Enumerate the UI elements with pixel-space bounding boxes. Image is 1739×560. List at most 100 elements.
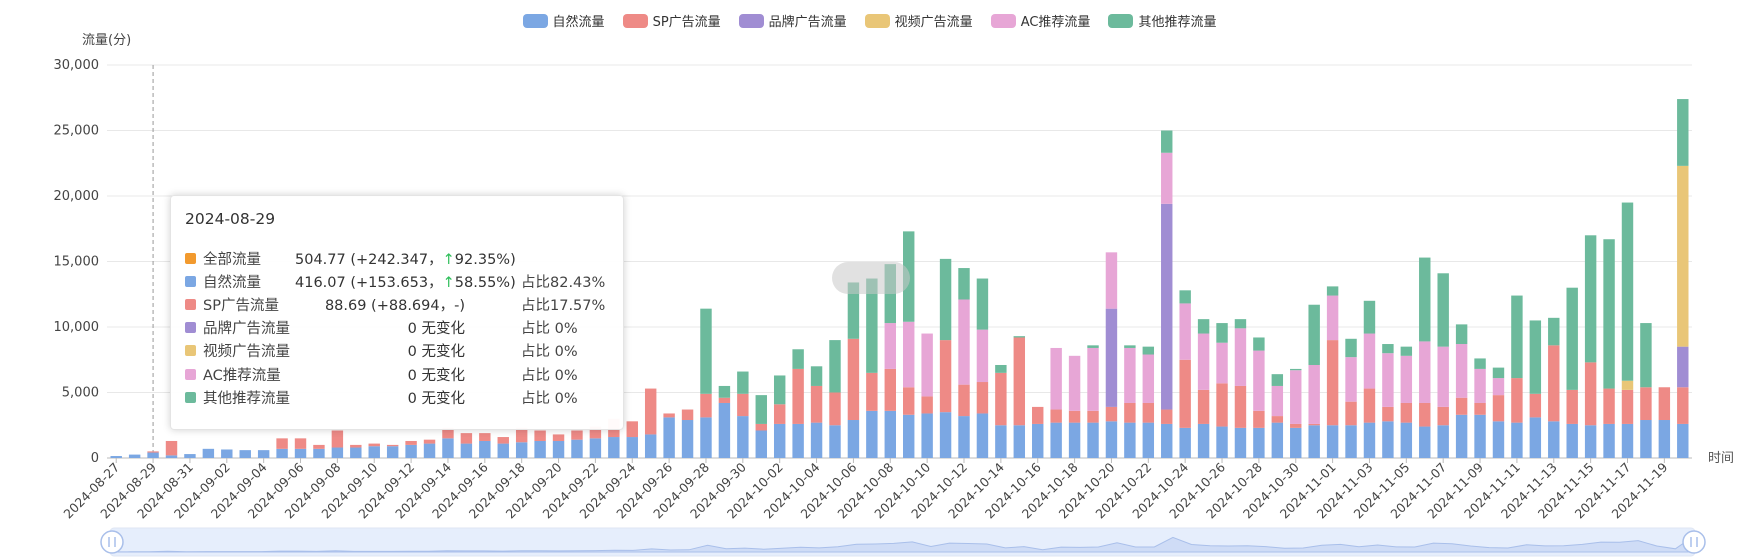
bar-segment[interactable] [590, 438, 601, 458]
bar-segment[interactable] [1143, 355, 1154, 403]
bar-segment[interactable] [498, 437, 509, 444]
bar-segment[interactable] [1014, 337, 1025, 425]
bar-segment[interactable] [1253, 337, 1264, 350]
bar-segment[interactable] [147, 451, 158, 452]
bar-segment[interactable] [1179, 290, 1190, 303]
bar-segment[interactable] [1622, 390, 1633, 424]
bar-segment[interactable] [1622, 381, 1633, 390]
bar-segment[interactable] [1216, 343, 1227, 384]
bar-segment[interactable] [1456, 415, 1467, 458]
bar-segment[interactable] [295, 438, 306, 448]
bar-segment[interactable] [1437, 425, 1448, 458]
bar-segment[interactable] [1143, 403, 1154, 423]
bar-segment[interactable] [1530, 394, 1541, 418]
bar-segment[interactable] [921, 413, 932, 458]
bar-segment[interactable] [737, 394, 748, 416]
bar-segment[interactable] [405, 441, 416, 445]
bar-segment[interactable] [166, 455, 177, 458]
bar-segment[interactable] [1290, 424, 1301, 428]
bar-segment[interactable] [1548, 318, 1559, 346]
bar-segment[interactable] [1493, 395, 1504, 421]
bar-segment[interactable] [792, 369, 803, 424]
bar-segment[interactable] [1456, 398, 1467, 415]
bar-segment[interactable] [774, 424, 785, 458]
bar-segment[interactable] [1511, 296, 1522, 379]
bar-segment[interactable] [1179, 360, 1190, 428]
bar-segment[interactable] [921, 396, 932, 413]
bar-segment[interactable] [1327, 340, 1338, 425]
bar-segment[interactable] [866, 373, 877, 411]
bar-segment[interactable] [1566, 390, 1577, 424]
bar-segment[interactable] [1327, 425, 1338, 458]
legend-item[interactable]: 视频广告流量 [865, 11, 973, 30]
bar-segment[interactable] [1659, 420, 1670, 458]
bar-segment[interactable] [1364, 334, 1375, 389]
bar-segment[interactable] [1032, 424, 1043, 458]
bar-segment[interactable] [498, 444, 509, 458]
bar-segment[interactable] [1493, 421, 1504, 458]
bar-segment[interactable] [1474, 369, 1485, 403]
legend-item[interactable]: SP广告流量 [623, 11, 721, 30]
bar-segment[interactable] [147, 453, 158, 458]
bar-segment[interactable] [111, 456, 122, 458]
bar-segment[interactable] [1677, 99, 1688, 166]
bar-segment[interactable] [479, 433, 490, 441]
bar-segment[interactable] [1106, 309, 1117, 407]
bar-segment[interactable] [387, 445, 398, 446]
bar-segment[interactable] [1124, 423, 1135, 458]
bar-segment[interactable] [1364, 423, 1375, 458]
bar-segment[interactable] [958, 268, 969, 299]
bar-segment[interactable] [332, 430, 343, 447]
bar-segment[interactable] [1087, 345, 1098, 348]
bar-segment[interactable] [1198, 334, 1209, 390]
bar-segment[interactable] [1530, 417, 1541, 458]
bar-segment[interactable] [903, 415, 914, 458]
bar-segment[interactable] [1511, 423, 1522, 458]
bar-segment[interactable] [1345, 339, 1356, 357]
bar-segment[interactable] [1179, 303, 1190, 359]
bar-segment[interactable] [627, 437, 638, 458]
bar-segment[interactable] [1585, 425, 1596, 458]
bar-segment[interactable] [1290, 369, 1301, 370]
bar-segment[interactable] [977, 413, 988, 458]
bar-segment[interactable] [1401, 347, 1412, 356]
bar-segment[interactable] [332, 448, 343, 458]
bar-segment[interactable] [405, 445, 416, 458]
bar-segment[interactable] [700, 309, 711, 394]
bar-segment[interactable] [829, 425, 840, 458]
bar-segment[interactable] [719, 403, 730, 458]
bar-segment[interactable] [774, 375, 785, 404]
bar-segment[interactable] [1235, 319, 1246, 328]
zoom-handle-left[interactable] [101, 531, 123, 553]
bar-segment[interactable] [1290, 428, 1301, 458]
bar-segment[interactable] [184, 454, 195, 458]
bar-segment[interactable] [1216, 383, 1227, 426]
bar-segment[interactable] [811, 386, 822, 423]
bar-segment[interactable] [442, 438, 453, 458]
bar-segment[interactable] [1235, 328, 1246, 386]
bar-segment[interactable] [1124, 403, 1135, 423]
zoom-handle-right[interactable] [1683, 531, 1705, 553]
bar-segment[interactable] [221, 449, 232, 458]
bar-segment[interactable] [977, 382, 988, 413]
bar-segment[interactable] [1640, 387, 1651, 420]
bar-segment[interactable] [424, 444, 435, 458]
bar-segment[interactable] [1087, 348, 1098, 411]
bar-segment[interactable] [1456, 344, 1467, 398]
bar-segment[interactable] [1474, 415, 1485, 458]
bar-segment[interactable] [1087, 423, 1098, 458]
bar-segment[interactable] [1603, 239, 1614, 388]
bar-segment[interactable] [1585, 362, 1596, 425]
bar-segment[interactable] [940, 412, 951, 458]
bar-segment[interactable] [682, 420, 693, 458]
bar-segment[interactable] [700, 417, 711, 458]
bar-segment[interactable] [313, 449, 324, 458]
bar-segment[interactable] [276, 438, 287, 448]
bar-segment[interactable] [1345, 425, 1356, 458]
bar-segment[interactable] [719, 386, 730, 398]
bar-segment[interactable] [1308, 305, 1319, 365]
bar-segment[interactable] [369, 446, 380, 458]
bar-segment[interactable] [1161, 204, 1172, 410]
bar-segment[interactable] [1622, 424, 1633, 458]
legend-item[interactable]: 品牌广告流量 [739, 11, 847, 30]
